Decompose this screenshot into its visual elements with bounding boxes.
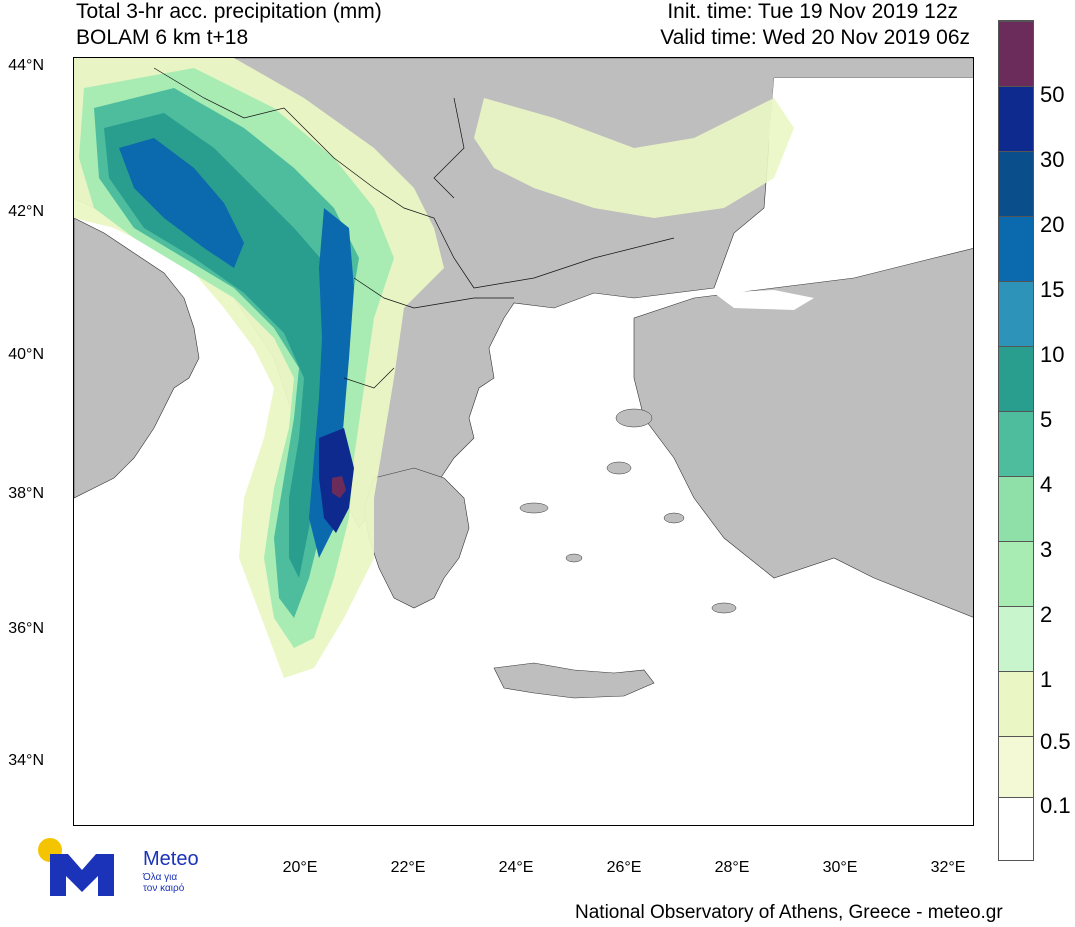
colorbar-swatch-50 bbox=[999, 86, 1033, 151]
colorbar-swatch-2 bbox=[999, 606, 1033, 671]
sea-marmara bbox=[714, 290, 814, 310]
footer-credit: National Observatory of Athens, Greece -… bbox=[575, 902, 1003, 923]
country-borders bbox=[153, 67, 675, 389]
colorbar-label-20: 20 bbox=[1040, 212, 1065, 237]
lon-label-30: 30°E bbox=[822, 859, 858, 876]
colorbar-label-50: 50 bbox=[1040, 82, 1065, 107]
precip-eastern bbox=[474, 98, 794, 218]
colorbar-swatch-3 bbox=[999, 541, 1033, 606]
colorbar-swatch-10 bbox=[999, 346, 1033, 411]
land-crete bbox=[493, 662, 655, 699]
init-time: Init. time: Tue 19 Nov 2019 12z bbox=[667, 0, 958, 23]
colorbar-swatch-0.1 bbox=[999, 797, 1033, 860]
colorbar-label-0.1: 0.1 bbox=[1040, 793, 1071, 818]
precip-10 bbox=[104, 113, 329, 578]
land-anatolia bbox=[633, 248, 973, 618]
lon-label-24: 24°E bbox=[498, 859, 534, 876]
lon-label-28: 28°E bbox=[714, 859, 750, 876]
map-title: Total 3-hr acc. precipitation (mm) bbox=[76, 0, 382, 23]
lon-label-26: 26°E bbox=[606, 859, 642, 876]
colorbar-swatch-30 bbox=[999, 151, 1033, 216]
model-label: BOLAM 6 km t+18 bbox=[76, 26, 249, 49]
precipitation-map bbox=[73, 57, 974, 826]
colorbar-swatch-5 bbox=[999, 411, 1033, 476]
meteo-logo bbox=[38, 838, 114, 896]
logo-name: Meteo bbox=[143, 848, 199, 870]
precip-50 bbox=[332, 476, 346, 498]
m-logo-icon bbox=[50, 854, 114, 896]
colorbar-swatch-20 bbox=[999, 216, 1033, 281]
colorbar-label-5: 5 bbox=[1040, 407, 1053, 432]
lat-label-34: 34°N bbox=[8, 752, 44, 769]
lon-label-22: 22°E bbox=[390, 859, 426, 876]
logo-tagline: Όλα για τον καιρό bbox=[143, 872, 184, 894]
map-canvas bbox=[74, 58, 973, 825]
colorbar-label-4: 4 bbox=[1040, 472, 1053, 497]
colorbar-label-3: 3 bbox=[1040, 537, 1053, 562]
precipitation-colorbar bbox=[998, 20, 1034, 861]
lon-label-32: 32°E bbox=[930, 859, 966, 876]
colorbar-label-2: 2 bbox=[1040, 602, 1053, 627]
colorbar-swatch-0.5 bbox=[999, 736, 1033, 797]
lat-label-36: 36°N bbox=[8, 620, 44, 637]
lat-label-42: 42°N bbox=[8, 203, 44, 220]
lon-label-20: 20°E bbox=[282, 859, 318, 876]
colorbar-swatch-15 bbox=[999, 281, 1033, 346]
lat-label-40: 40°N bbox=[8, 346, 44, 363]
precip-20 bbox=[119, 138, 244, 268]
colorbar-label-0.5: 0.5 bbox=[1040, 729, 1071, 754]
colorbar-swatch-4 bbox=[999, 476, 1033, 541]
colorbar-label-15: 15 bbox=[1040, 277, 1065, 302]
sea-black-sea bbox=[769, 78, 973, 263]
lat-label-38: 38°N bbox=[8, 485, 44, 502]
lat-label-44: 44°N bbox=[8, 57, 44, 74]
land-italy bbox=[74, 217, 200, 499]
logo-tagline-1: Όλα για bbox=[143, 872, 178, 883]
valid-time: Valid time: Wed 20 Nov 2019 06z bbox=[660, 26, 970, 49]
logo-tagline-2: τον καιρό bbox=[143, 883, 185, 894]
colorbar-label-30: 30 bbox=[1040, 147, 1065, 172]
colorbar-swatch-1 bbox=[999, 671, 1033, 736]
colorbar-label-1: 1 bbox=[1040, 667, 1053, 692]
colorbar-label-10: 10 bbox=[1040, 342, 1065, 367]
colorbar-swatch-gt50 bbox=[999, 21, 1033, 86]
